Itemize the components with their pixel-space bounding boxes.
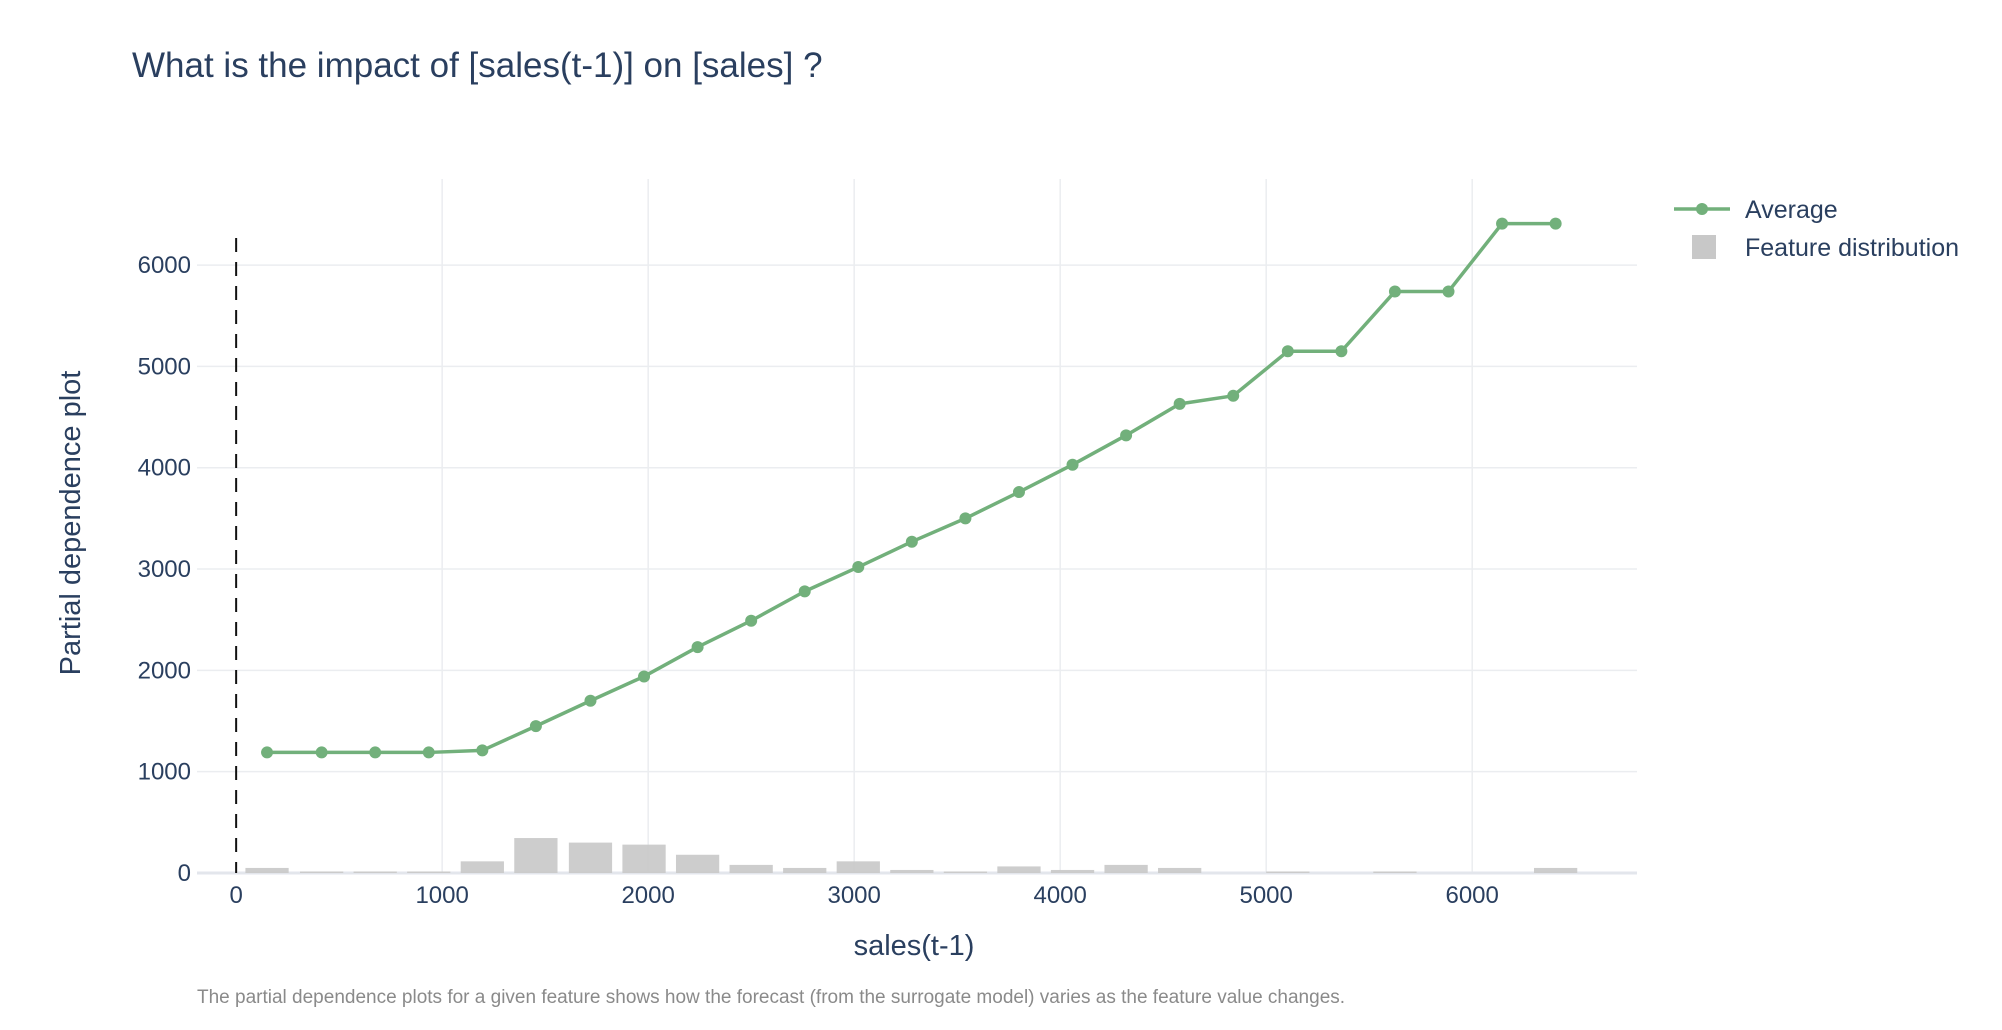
- average-point: [638, 670, 651, 683]
- x-axis-ticks: 0 1000 2000 3000 4000 5000 6000: [229, 882, 1498, 909]
- average-point: [1496, 217, 1509, 230]
- y-tick-label: 1000: [138, 759, 191, 786]
- average-point: [1173, 397, 1186, 410]
- legend-item-feature-distribution[interactable]: Feature distribution: [1692, 234, 1959, 262]
- y-tick-label: 4000: [138, 455, 191, 482]
- average-point: [476, 744, 489, 757]
- average-line: [267, 221, 1556, 755]
- chart-title: What is the impact of [sales(t-1)] on [s…: [132, 46, 823, 85]
- average-point: [1335, 345, 1348, 358]
- average-point: [1012, 486, 1025, 499]
- distribution-bar: [943, 871, 988, 873]
- distribution-bar: [1533, 867, 1578, 873]
- x-tick-label: 1000: [415, 882, 468, 909]
- average-point: [529, 720, 542, 733]
- distribution-bar: [729, 864, 773, 873]
- distribution-bar: [407, 871, 451, 873]
- average-point: [959, 512, 972, 525]
- distribution-bar: [1104, 864, 1148, 873]
- y-tick-label: 5000: [138, 353, 191, 380]
- distribution-bar: [460, 861, 504, 873]
- average-point: [691, 641, 704, 654]
- average-point: [1442, 285, 1455, 298]
- feature-distribution-bars: [245, 838, 1578, 873]
- average-point: [261, 746, 274, 759]
- average-point: [1066, 458, 1079, 471]
- y-tick-label: 0: [178, 860, 191, 887]
- x-tick-label: 0: [229, 882, 242, 909]
- x-tick-label: 2000: [621, 882, 674, 909]
- distribution-bar: [353, 871, 397, 873]
- legend-feature-distribution-label: Feature distribution: [1745, 234, 1959, 262]
- y-axis-ticks: 0 1000 2000 3000 4000 5000 6000: [138, 252, 191, 887]
- distribution-bar: [675, 854, 720, 873]
- average-point: [584, 694, 597, 707]
- x-tick-label: 4000: [1033, 882, 1086, 909]
- distribution-bar: [1050, 869, 1095, 873]
- average-point: [905, 535, 918, 548]
- average-point: [798, 585, 811, 598]
- distribution-bar: [568, 842, 613, 873]
- average-point: [1388, 285, 1401, 298]
- average-point: [315, 746, 328, 759]
- legend-average-label: Average: [1745, 196, 1838, 224]
- legend[interactable]: Average Feature distribution: [1674, 196, 1959, 262]
- distribution-bar: [890, 869, 934, 873]
- distribution-bar: [300, 871, 344, 873]
- legend-feature-distribution-swatch-icon: [1692, 235, 1716, 259]
- average-point: [745, 614, 758, 627]
- x-tick-label: 3000: [827, 882, 880, 909]
- chart-caption: The partial dependence plots for a given…: [197, 987, 1345, 1008]
- average-point: [1549, 217, 1562, 230]
- distribution-bar: [514, 838, 558, 873]
- x-tick-label: 5000: [1239, 882, 1292, 909]
- legend-average-marker-icon: [1696, 203, 1708, 215]
- y-tick-label: 2000: [138, 657, 191, 684]
- distribution-bar: [836, 861, 880, 873]
- average-point: [1227, 389, 1240, 402]
- average-point: [369, 746, 382, 759]
- average-point: [1120, 429, 1133, 442]
- y-tick-label: 6000: [138, 252, 191, 279]
- average-point: [422, 746, 435, 759]
- x-axis-title: sales(t-1): [854, 930, 975, 962]
- average-series: [261, 217, 1562, 759]
- legend-item-average[interactable]: Average: [1674, 196, 1838, 224]
- distribution-bar: [1373, 871, 1417, 873]
- x-tick-label: 6000: [1445, 882, 1498, 909]
- y-tick-label: 3000: [138, 556, 191, 583]
- gridlines: [197, 179, 1637, 875]
- average-point: [852, 561, 865, 574]
- distribution-bar: [1158, 867, 1202, 873]
- distribution-bar: [1266, 871, 1310, 873]
- distribution-bar: [783, 867, 827, 873]
- distribution-bar: [622, 844, 666, 873]
- average-point: [1281, 345, 1294, 358]
- y-axis-title: Partial dependence plot: [55, 371, 87, 676]
- distribution-bar: [997, 866, 1041, 873]
- distribution-bar: [245, 867, 289, 873]
